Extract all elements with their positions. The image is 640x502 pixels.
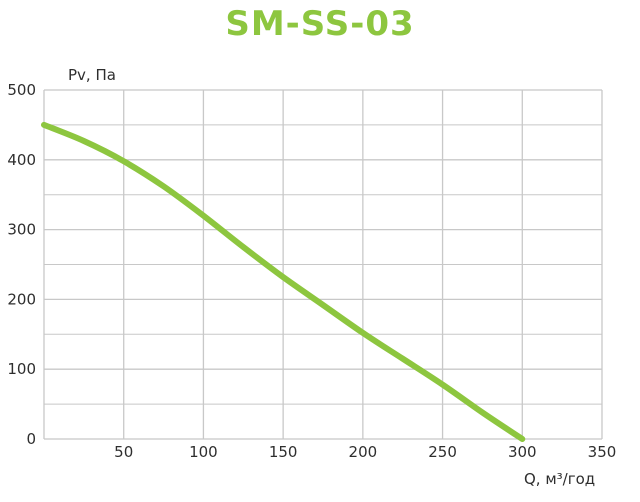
tick-labels: 0 100 200 300 400 500 50 100 150 200 250 300 350 [7, 81, 616, 461]
x-tick-label: 300 [508, 443, 537, 461]
x-tick-label: 50 [114, 443, 133, 461]
x-tick-label: 100 [189, 443, 218, 461]
y-tick-label: 500 [7, 81, 36, 99]
x-tick-label: 250 [428, 443, 457, 461]
x-tick-label: 150 [269, 443, 298, 461]
x-axis-label: Q, м³/год [524, 470, 595, 488]
y-axis-label: Pv, Па [68, 66, 116, 84]
x-tick-label: 350 [588, 443, 617, 461]
y-tick-label: 0 [26, 430, 36, 448]
y-tick-label: 100 [7, 360, 36, 378]
chart-title: SM-SS-03 [225, 4, 415, 44]
grid [43, 89, 603, 440]
y-tick-label: 400 [7, 151, 36, 169]
series-group [41, 121, 526, 442]
series-line [41, 121, 526, 442]
y-tick-label: 200 [7, 290, 36, 308]
y-tick-label: 300 [7, 221, 36, 239]
x-tick-label: 200 [349, 443, 378, 461]
